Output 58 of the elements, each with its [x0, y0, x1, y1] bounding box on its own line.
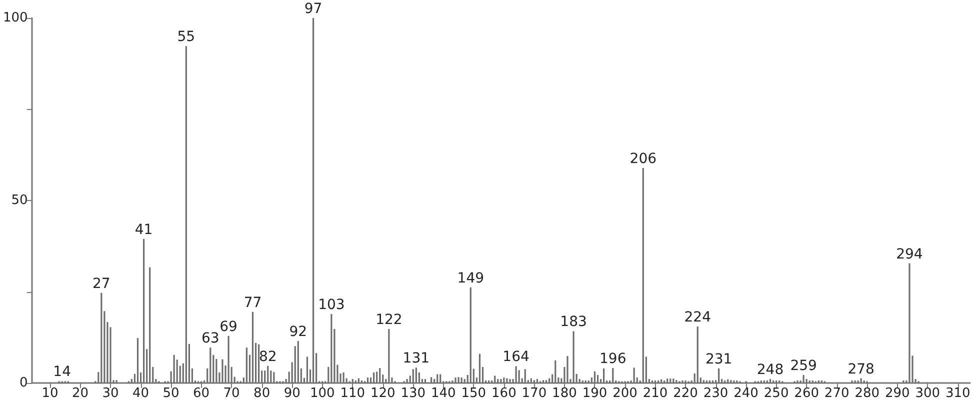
annotation: 122	[376, 312, 402, 328]
x-tick-label: 170	[522, 386, 547, 401]
x-tick-label: 100	[310, 386, 335, 401]
x-tick-label: 210	[642, 386, 668, 401]
annotation: 92	[289, 324, 308, 340]
x-tick-label: 140	[430, 386, 456, 401]
x-tick-label: 300	[915, 386, 940, 401]
annotation: 131	[402, 350, 430, 367]
x-tick-label: 30	[102, 386, 119, 401]
annotation: 164	[502, 349, 530, 366]
x-tick-label: 110	[340, 386, 366, 401]
y-tick-label: 50	[11, 193, 28, 208]
annotation: 69	[220, 318, 238, 335]
annotation: 259	[790, 358, 817, 374]
annotation: 294	[896, 246, 923, 262]
x-tick-label: 50	[162, 386, 180, 401]
annotation: 27	[92, 276, 110, 292]
annotation: 97	[304, 1, 322, 17]
y-tick-label: 0	[20, 376, 28, 390]
x-tick-label: 220	[673, 386, 698, 401]
x-tick-label: 150	[461, 386, 486, 401]
annotation: 77	[244, 294, 262, 311]
x-tick-label: 200	[612, 386, 638, 401]
x-tick-label: 160	[492, 386, 516, 401]
x-tick-label: 20	[72, 386, 89, 401]
annotation: 248	[756, 362, 784, 378]
x-tick-label: 230	[703, 386, 728, 401]
annotation: 206	[630, 151, 657, 168]
x-tick-label: 80	[254, 386, 270, 401]
x-tick-label: 270	[824, 386, 850, 401]
x-tick-label: 120	[370, 386, 396, 401]
y-tick-label: 100	[2, 10, 28, 26]
annotation: 183	[560, 314, 587, 330]
annotation: 82	[258, 348, 277, 365]
x-tick-label: 240	[734, 386, 758, 401]
x-tick-label: 310	[945, 386, 970, 401]
x-tick-label: 190	[582, 386, 608, 401]
annotation: 196	[600, 351, 626, 368]
x-tick-label: 40	[132, 386, 150, 401]
x-tick-label: 180	[552, 386, 577, 401]
x-tick-label: 260	[794, 386, 819, 401]
annotation: 14	[53, 364, 72, 380]
x-tick-label: 280	[854, 386, 880, 401]
annotation: 55	[177, 29, 196, 46]
annotation: 231	[705, 351, 732, 368]
x-tick-label: 290	[884, 386, 910, 401]
annotation: 278	[848, 361, 874, 378]
x-tick-label: 60	[193, 386, 210, 401]
x-tick-label: 250	[764, 386, 789, 401]
x-tick-label: 70	[223, 386, 240, 401]
x-tick-label: 130	[400, 386, 426, 401]
annotation: 224	[684, 309, 712, 326]
annotation: 63	[201, 330, 220, 347]
x-tick-label: 90	[284, 386, 300, 401]
annotation: 103	[318, 297, 345, 314]
annotation: 41	[134, 222, 153, 238]
x-tick-label: 10	[42, 386, 58, 401]
annotation: 149	[457, 270, 484, 286]
